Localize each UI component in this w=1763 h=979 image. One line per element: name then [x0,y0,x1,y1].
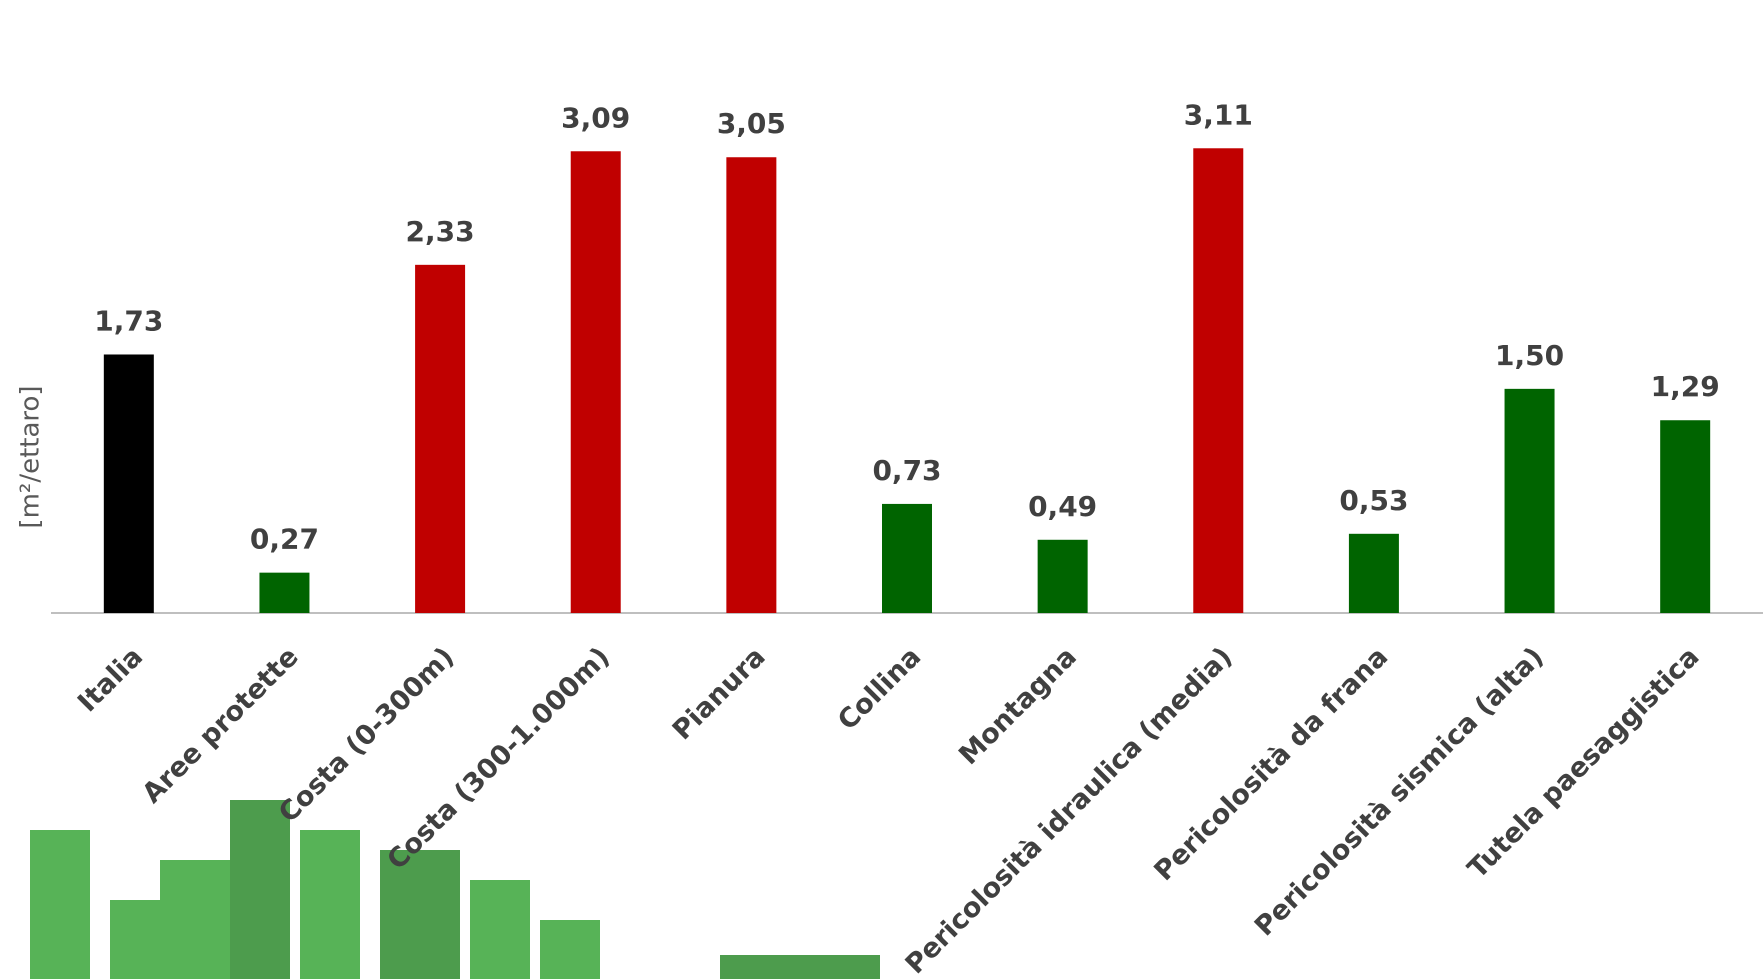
y-axis-label: [m²/ettaro] [16,385,46,528]
x-tick-label: Collina [832,641,927,736]
bar [1660,420,1711,613]
x-tick-label: Costa (0-300m) [273,641,460,828]
bar [259,572,310,613]
decoration-city [30,800,880,979]
x-tick-label: Montagna [953,641,1083,771]
bar [1037,539,1088,613]
x-tick-label: Pianura [667,641,772,746]
bar [726,157,777,613]
x-tick-label: Italia [72,641,149,718]
value-label: 0,53 [1339,484,1408,517]
bar [1504,388,1555,613]
x-tick-label: Aree protette [137,641,305,809]
value-label: 1,29 [1651,370,1720,403]
bar [882,503,932,613]
value-label: 0,73 [872,454,941,487]
value-label: 2,33 [406,215,475,248]
value-label: 3,09 [561,101,630,134]
bar [415,264,466,613]
value-label: 3,11 [1184,98,1253,131]
value-label: 3,05 [717,107,786,140]
bar [1193,148,1244,613]
bar [103,354,154,613]
x-tick-label: Pericolosità sismica (alta) [1249,641,1550,942]
bar [1348,533,1399,613]
x-tick-label: Pericolosità idraulica (media) [900,641,1239,979]
value-label: 0,49 [1028,490,1097,523]
value-label: 1,73 [94,304,163,337]
value-label: 1,50 [1495,339,1564,372]
value-label: 0,27 [250,523,319,556]
bar [570,151,621,613]
